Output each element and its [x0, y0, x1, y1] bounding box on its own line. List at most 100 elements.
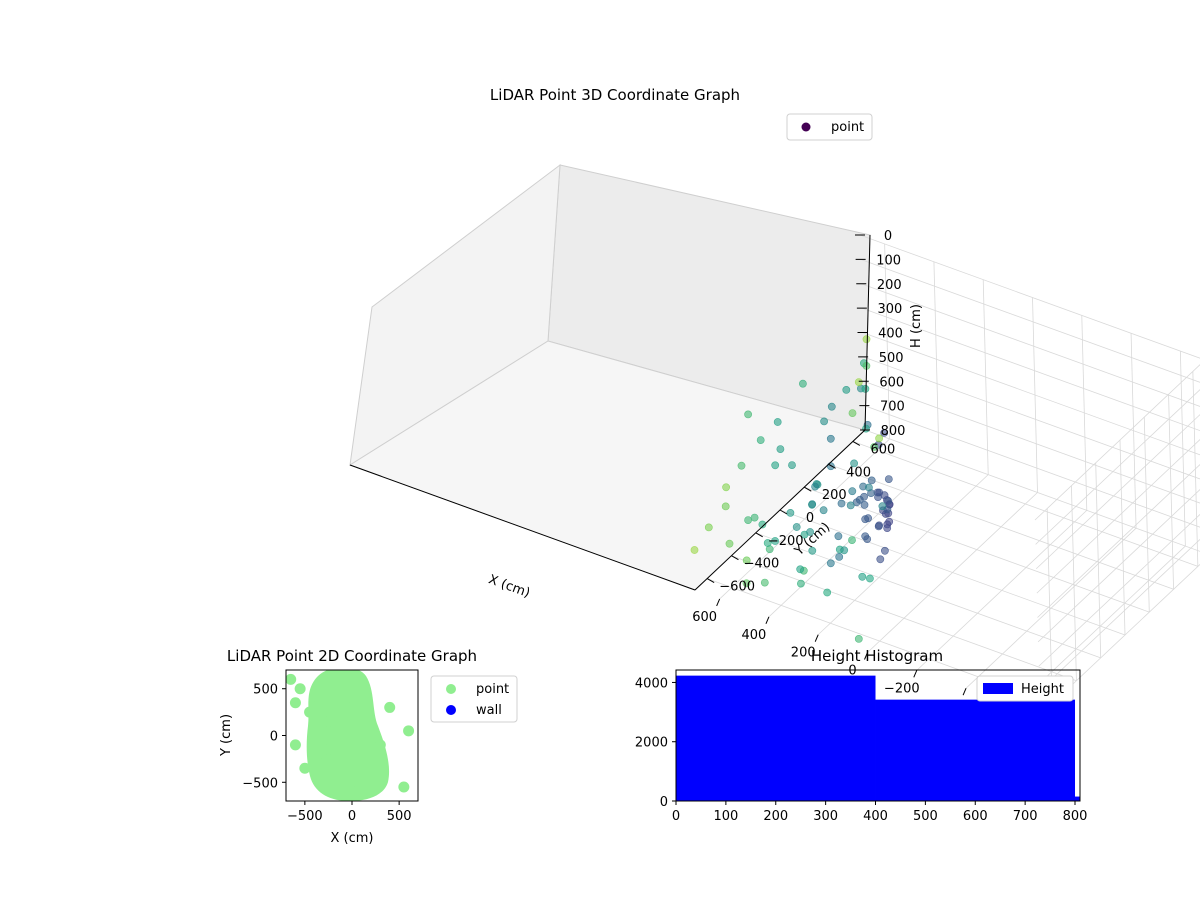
point-3d: [826, 434, 835, 443]
point-3d: [861, 515, 870, 524]
x-tick-label-2d: 0: [348, 809, 356, 824]
legend-histogram: Height: [976, 675, 1074, 702]
grid-line: [1119, 439, 1126, 636]
point-3d: [704, 523, 713, 532]
point-2d: [337, 677, 349, 689]
y-tick-label-2d: 0: [270, 730, 278, 745]
point-2d: [360, 767, 372, 779]
z-axis-label-3d: H (cm): [909, 304, 924, 348]
point-3d: [820, 417, 828, 426]
point-3d: [796, 565, 805, 574]
histogram-bar: [1075, 796, 1080, 801]
x-tick: [716, 598, 721, 607]
point-3d: [773, 418, 782, 426]
point-3d: [860, 500, 869, 509]
z-tick-label: 800: [881, 424, 906, 439]
y-tick: [731, 555, 739, 561]
histogram-ticks: 0 100 200 300 400 500 600 700 800 0 2000 4000: [635, 676, 1088, 824]
z-tick-label: 100: [876, 253, 901, 268]
ticks-2d: −500 0 500 500 0 −500: [242, 683, 411, 824]
histogram-bar: [875, 699, 1076, 801]
point-3d: [811, 482, 819, 491]
grid-line: [852, 441, 1198, 567]
point-3d: [737, 461, 746, 470]
point-3d: [808, 500, 817, 508]
x-tick: [864, 652, 868, 660]
point-2d: [360, 739, 372, 751]
point-3d: [848, 409, 857, 417]
grid-line: [1095, 462, 1102, 658]
y-axis-label-2d: Y (cm): [219, 714, 234, 757]
histogram-bars: [676, 675, 1080, 801]
point-3d: [826, 559, 835, 568]
x-tick-label: 200: [791, 646, 816, 661]
point-2d: [318, 758, 330, 770]
point-3d: [861, 384, 870, 393]
y-tick-label: 400: [846, 465, 871, 480]
point-3d: [854, 635, 863, 643]
z-tick-label: 200: [877, 278, 902, 293]
x-tick: [913, 670, 918, 678]
point-3d: [837, 499, 846, 508]
point-2d: [286, 673, 297, 685]
chart-3d: LiDAR Point 3D Coordinate Graph −600−600…: [348, 86, 1200, 732]
x-tick: [814, 634, 819, 642]
point-3d: [876, 555, 885, 564]
point-3d: [823, 588, 832, 597]
point-3d: [846, 501, 855, 510]
grid-line: [862, 356, 1200, 480]
point-3d: [875, 434, 883, 443]
z-tick-label: 400: [878, 327, 903, 342]
legend-histogram-label: Height: [1021, 682, 1064, 697]
legend-3d: point: [786, 113, 873, 141]
x-tick-label: −200: [884, 681, 920, 696]
x-tick-label: 0: [848, 664, 856, 679]
x-tick-label-histogram: 500: [913, 809, 938, 824]
point-3d: [758, 520, 767, 529]
point-3d: [867, 476, 876, 485]
point-3d: [881, 546, 889, 555]
grid-line: [817, 474, 989, 635]
legend-2d: point wall: [430, 675, 518, 723]
x-axis-label-3d: X (cm): [486, 572, 532, 601]
plot-frame-histogram: [675, 669, 1081, 802]
points-2d: [286, 673, 415, 798]
point-3d: [862, 335, 871, 344]
y-tick-label: −600: [719, 580, 755, 595]
point-3d: [870, 443, 878, 451]
point-2d: [322, 772, 334, 784]
chart-2d-title: LiDAR Point 2D Coordinate Graph: [227, 647, 477, 665]
point-3d: [722, 483, 730, 492]
x-axis-line: [349, 464, 696, 591]
points-3d: [690, 335, 894, 643]
histogram-title: Height Histogram: [811, 647, 943, 665]
grid-line: [1168, 394, 1174, 590]
x-tick-label-histogram: 800: [1063, 809, 1088, 824]
point-2d: [351, 786, 363, 798]
point-3d: [826, 462, 835, 471]
point-3d: [827, 402, 836, 411]
point-3d: [848, 536, 856, 544]
z-tick-label: 500: [879, 351, 904, 366]
point-3d: [806, 528, 814, 536]
point-3d: [742, 579, 751, 588]
point-2d: [289, 739, 301, 751]
point-3d: [854, 378, 863, 386]
x-tick: [962, 688, 967, 696]
point-3d: [756, 436, 765, 444]
chart-histogram: Height Histogram 0 100 200 300 400 500 600 700 8…: [635, 647, 1088, 824]
point-3d: [884, 496, 892, 505]
chart-3d-title: LiDAR Point 3D Coordinate Graph: [490, 86, 740, 104]
point-2d: [337, 781, 349, 793]
x-tick-label-histogram: 400: [863, 809, 888, 824]
y-tick: [706, 578, 715, 584]
point-3d: [874, 522, 883, 531]
grid-line: [1071, 485, 1077, 681]
grid-line: [1192, 371, 1199, 567]
point-3d: [721, 502, 730, 511]
points-2d-layer: [286, 670, 415, 801]
x-tick-label-histogram: 100: [713, 809, 738, 824]
point-2d: [327, 730, 339, 741]
point-3d: [763, 539, 772, 547]
point-2d: [327, 681, 339, 693]
